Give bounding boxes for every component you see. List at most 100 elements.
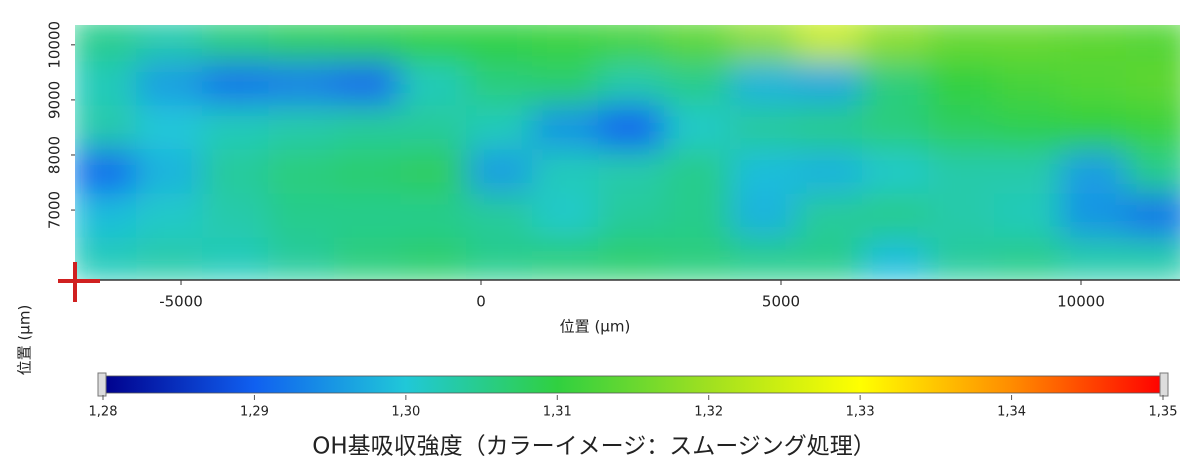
heatmap-cell <box>862 193 929 239</box>
heatmap-cell <box>994 149 1061 195</box>
colorbar <box>102 375 1164 394</box>
heatmap-cell <box>202 193 269 239</box>
heatmap-cell <box>466 193 533 239</box>
heatmap-cell <box>862 149 929 195</box>
heatmap-cell <box>136 237 203 280</box>
heatmap-cell <box>334 61 401 106</box>
heatmap-cell <box>994 25 1061 62</box>
heatmap-cell <box>1126 105 1180 150</box>
heatmap-cell <box>75 105 137 150</box>
heatmap-cell <box>1126 149 1180 195</box>
heatmap-cell <box>1126 61 1180 106</box>
heatmap-cell <box>664 105 731 150</box>
heatmap-cell <box>400 105 467 150</box>
heatmap-cell <box>928 25 995 62</box>
heatmap-cell <box>1126 237 1180 280</box>
heatmap-cell <box>664 149 731 195</box>
heatmap-cell <box>75 237 137 280</box>
x-axis-label: 位置 (µm) <box>560 318 631 336</box>
heatmap-cell <box>400 149 467 195</box>
heatmap-cell <box>598 149 665 195</box>
heatmap-cell <box>730 193 797 239</box>
heatmap-cell <box>400 61 467 106</box>
colorbar-tick-label: 1,34 <box>997 405 1026 420</box>
heatmap-cell <box>1126 193 1180 239</box>
heatmap-cell <box>400 237 467 280</box>
heatmap-cell <box>268 193 335 239</box>
heatmap-cell <box>796 237 863 280</box>
heatmap-cell <box>334 105 401 150</box>
heatmap-cell <box>1060 149 1127 195</box>
heatmap-cell <box>268 105 335 150</box>
heatmap-area <box>75 25 1180 280</box>
heatmap-cell <box>598 25 665 62</box>
heatmap-cell <box>202 105 269 150</box>
heatmap-cell <box>532 193 599 239</box>
heatmap-cell <box>136 61 203 106</box>
heatmap-cell <box>862 61 929 106</box>
heatmap-cell <box>466 105 533 150</box>
heatmap-cell <box>75 149 137 195</box>
heatmap-cell <box>796 25 863 62</box>
colorbar-tick-label: 1,29 <box>240 405 269 420</box>
heatmap-cell <box>994 193 1061 239</box>
heatmap-cell <box>928 193 995 239</box>
heatmap-cell <box>334 193 401 239</box>
heatmap-cell <box>268 237 335 280</box>
heatmap-cell <box>75 193 137 239</box>
heatmap-cell <box>664 61 731 106</box>
heatmap-cell <box>334 149 401 195</box>
colorbar-tick-label: 1,32 <box>694 405 723 420</box>
heatmap-cell <box>664 25 731 62</box>
heatmap-cell <box>202 237 269 280</box>
heatmap-cell <box>136 149 203 195</box>
heatmap-cell <box>202 149 269 195</box>
heatmap-cell <box>796 193 863 239</box>
heatmap-cell <box>75 25 137 62</box>
colorbar-tick-label: 1,31 <box>543 405 572 420</box>
heatmap-cell <box>268 149 335 195</box>
heatmap-cell <box>730 237 797 280</box>
heatmap-cell <box>598 237 665 280</box>
heatmap-cell <box>664 237 731 280</box>
heatmap-cell <box>598 105 665 150</box>
colorbar-handle <box>1159 372 1169 397</box>
heatmap-cell <box>928 61 995 106</box>
heatmap-cell <box>1060 193 1127 239</box>
heatmap-cell <box>928 237 995 280</box>
heatmap-cell <box>598 193 665 239</box>
heatmap-cell <box>75 61 137 106</box>
heatmap-cell <box>136 193 203 239</box>
heatmap-cell <box>994 237 1061 280</box>
heatmap-cell <box>466 25 533 62</box>
y-tick-label: 7000 <box>46 191 64 229</box>
heatmap-cell <box>532 61 599 106</box>
heatmap-cell <box>1060 105 1127 150</box>
heatmap-cell <box>730 61 797 106</box>
x-tick-label: 10000 <box>1057 293 1105 311</box>
heatmap-cell <box>862 105 929 150</box>
heatmap-cell <box>532 105 599 150</box>
colorbar-tick-label: 1,28 <box>89 405 118 420</box>
heatmap-cell <box>1060 237 1127 280</box>
heatmap-cell <box>202 25 269 62</box>
origin-marker <box>58 262 100 302</box>
heatmap-cells <box>75 25 1180 280</box>
heatmap-cell <box>400 25 467 62</box>
heatmap-cell <box>532 149 599 195</box>
colorbar-handle <box>97 372 107 397</box>
heatmap-cell <box>334 25 401 62</box>
chart-title: OH基吸収強度（カラーイメージ：スムージング処理） <box>312 434 875 460</box>
heatmap-cell <box>202 61 269 106</box>
heatmap-cell <box>796 105 863 150</box>
heatmap-cell <box>1126 25 1180 62</box>
heatmap-cell <box>400 193 467 239</box>
colorbar-tick-label: 1,35 <box>1149 405 1178 420</box>
x-tick-label: 0 <box>476 293 486 311</box>
heatmap-cell <box>664 193 731 239</box>
heatmap-cell <box>862 237 929 280</box>
heatmap-cell <box>532 237 599 280</box>
y-tick-label: 9000 <box>46 81 64 119</box>
colorbar-tick-label: 1,30 <box>391 405 420 420</box>
